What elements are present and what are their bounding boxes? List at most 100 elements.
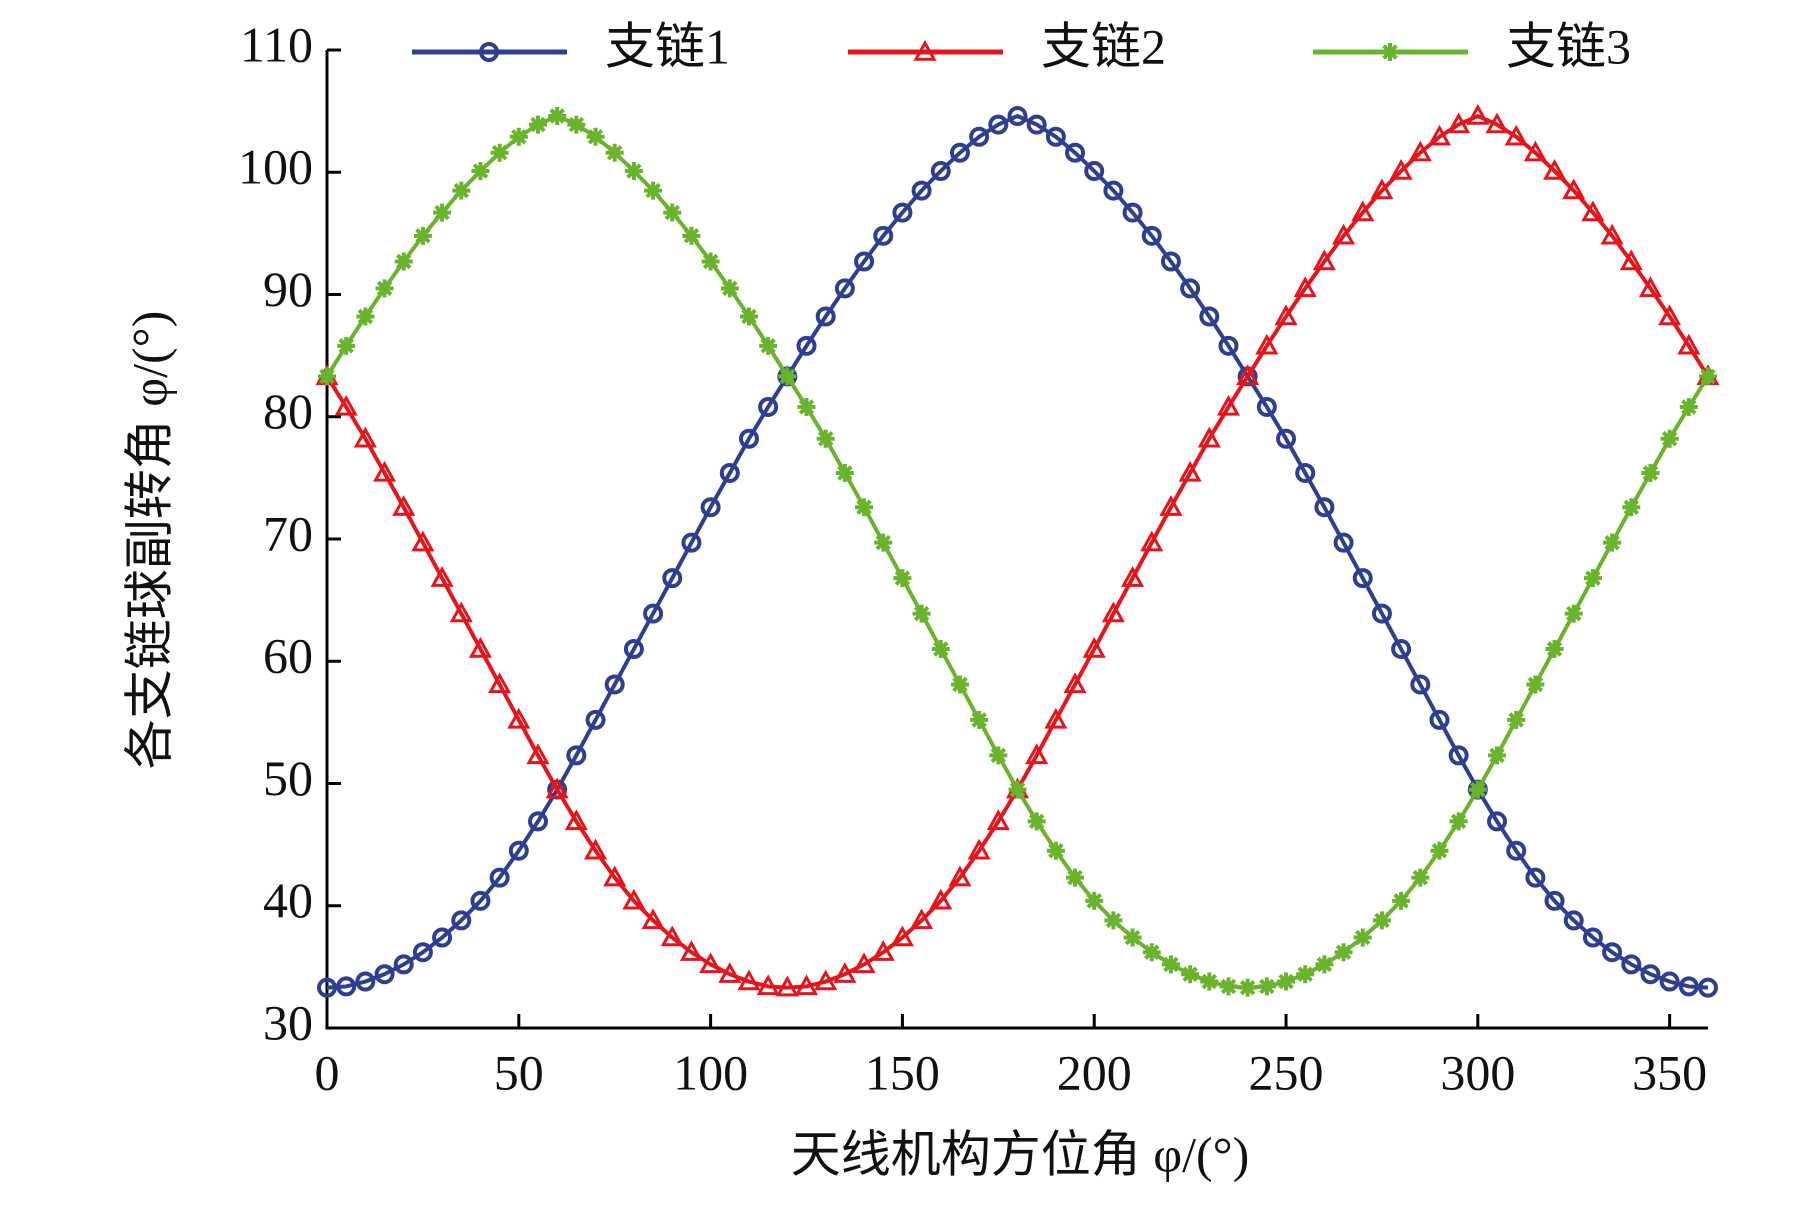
data-point <box>1679 397 1698 416</box>
data-point <box>778 367 797 386</box>
data-point <box>970 710 989 729</box>
data-point <box>1523 140 1547 162</box>
data-point <box>1025 743 1049 765</box>
data-point <box>318 367 336 386</box>
data-point <box>1256 396 1277 417</box>
data-point <box>1660 429 1679 448</box>
x-axis-label: 天线机构方位角 φ/(°) <box>791 1126 1250 1182</box>
data-point <box>1427 124 1452 146</box>
data-point <box>663 203 682 222</box>
x-tick-label: 300 <box>1440 1044 1515 1100</box>
data-point <box>1411 868 1430 887</box>
data-point <box>1314 497 1335 518</box>
data-point <box>624 162 643 181</box>
data-point <box>1678 976 1699 997</box>
data-point <box>1563 910 1584 931</box>
data-point <box>737 969 761 991</box>
series-line <box>326 113 1709 990</box>
data-point <box>1392 891 1411 910</box>
data-point <box>989 746 1008 765</box>
data-point <box>1293 276 1317 298</box>
y-tick-label: 50 <box>263 750 313 806</box>
data-point <box>1216 394 1241 416</box>
data-point <box>1159 495 1183 516</box>
data-point <box>413 226 432 245</box>
data-point <box>1161 955 1180 974</box>
data-point <box>508 840 529 861</box>
data-point <box>1082 636 1106 658</box>
data-point <box>449 601 473 623</box>
data-point <box>1447 112 1471 134</box>
data-point <box>1488 746 1507 765</box>
data-point <box>679 940 703 961</box>
data-point <box>1485 112 1509 134</box>
data-point <box>489 867 510 888</box>
data-point <box>1257 977 1276 996</box>
data-point <box>355 971 376 992</box>
data-point <box>527 811 548 832</box>
data-point <box>1430 841 1449 860</box>
data-point <box>548 107 567 126</box>
data-point <box>1103 180 1124 201</box>
data-point <box>835 463 854 482</box>
x-tick-label: 200 <box>1057 1044 1132 1100</box>
data-point <box>797 397 816 416</box>
data-point <box>1487 811 1508 832</box>
data-point <box>911 180 932 201</box>
data-point <box>564 809 588 831</box>
data-point <box>1581 200 1605 222</box>
data-point <box>1640 964 1661 985</box>
data-point <box>699 952 723 974</box>
data-point <box>1372 911 1391 930</box>
data-point <box>1315 955 1334 974</box>
data-point <box>986 809 1010 831</box>
y-tick-label: 70 <box>263 505 313 561</box>
data-point <box>1371 603 1392 624</box>
data-point <box>1312 249 1336 271</box>
data-point <box>353 426 377 448</box>
data-point <box>814 969 838 991</box>
data-point <box>1084 161 1105 182</box>
data-point <box>566 745 587 766</box>
y-tick-label: 110 <box>240 16 313 72</box>
data-point <box>1449 812 1468 831</box>
data-point <box>451 910 472 931</box>
data-point <box>1622 498 1641 517</box>
data-point <box>337 336 356 355</box>
data-point <box>1200 972 1219 991</box>
legend-marker <box>479 42 499 62</box>
y-tick-label: 60 <box>263 628 313 684</box>
x-tick-label: 350 <box>1632 1044 1707 1100</box>
data-point <box>681 532 702 553</box>
y-tick-label: 40 <box>263 872 313 928</box>
data-point <box>988 114 1009 135</box>
data-point <box>1141 225 1162 246</box>
data-point <box>1121 566 1145 587</box>
data-point <box>816 429 835 448</box>
data-point <box>643 603 664 624</box>
data-point <box>701 252 720 271</box>
data-point <box>1583 569 1602 588</box>
data-point <box>871 940 895 961</box>
data-point <box>758 396 779 417</box>
y-tick-label: 90 <box>263 261 313 317</box>
data-point <box>873 225 894 246</box>
data-point <box>641 908 665 930</box>
data-point <box>1370 178 1394 200</box>
data-point <box>682 226 701 245</box>
data-point <box>1699 367 1717 386</box>
data-point <box>834 278 855 299</box>
data-point <box>1140 530 1164 552</box>
data-point <box>586 127 605 146</box>
data-point <box>660 925 684 947</box>
data-point <box>1277 972 1296 991</box>
data-point <box>1600 223 1624 245</box>
data-point <box>375 279 394 298</box>
data-point <box>1582 927 1603 948</box>
data-point <box>874 533 893 552</box>
data-point <box>1238 978 1257 997</box>
data-point <box>796 335 817 356</box>
x-tick-label: 50 <box>494 1044 544 1100</box>
y-tick-label: 80 <box>263 383 313 439</box>
data-point <box>1044 707 1068 729</box>
